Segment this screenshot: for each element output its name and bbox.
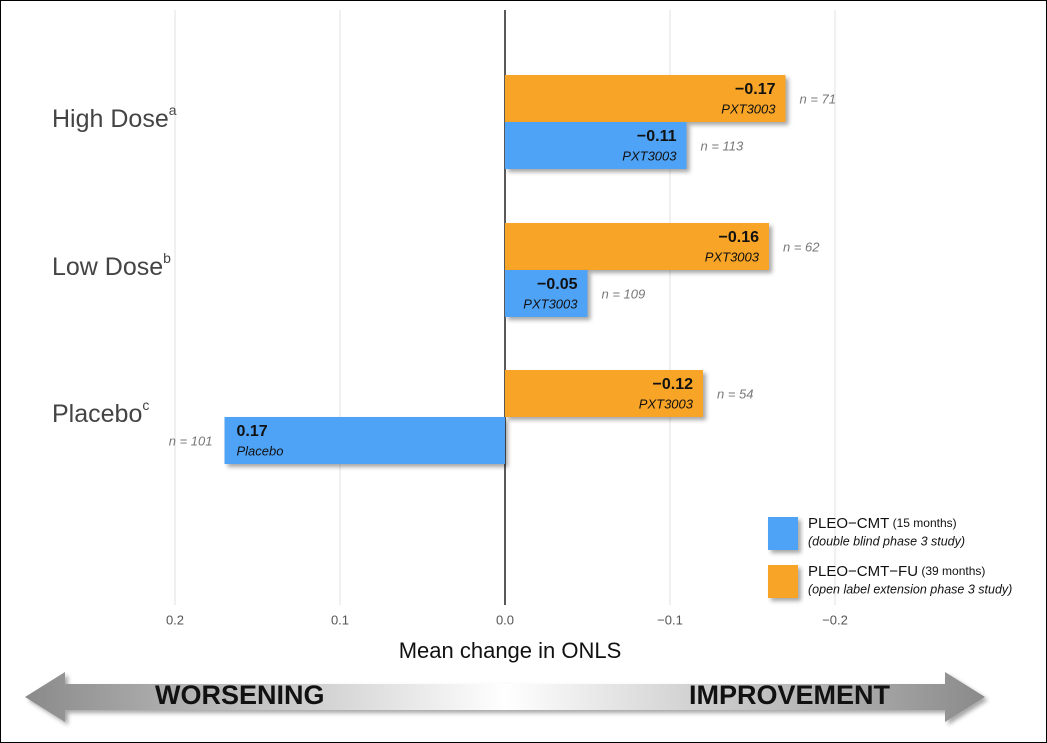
legend-name: PLEO−CMT−FU (808, 563, 918, 580)
bar-label: PXT3003 (639, 396, 694, 411)
n-label: n = 54 (717, 386, 754, 401)
bar-label: PXT3003 (622, 148, 677, 163)
bar (224, 417, 505, 464)
bar (505, 370, 703, 417)
bar-label: PXT3003 (705, 249, 760, 264)
x-tick-label: 0.0 (496, 612, 514, 627)
value-label: −0.12 (653, 376, 694, 393)
n-label: n = 101 (169, 433, 213, 448)
x-tick-label: −0.2 (822, 612, 848, 627)
bar-label: PXT3003 (721, 101, 776, 116)
legend-period: (39 months) (918, 564, 985, 578)
category-superscript: b (163, 250, 171, 266)
bar-label: PXT3003 (523, 296, 578, 311)
direction-label: WORSENING (155, 680, 325, 710)
legend-swatch (768, 517, 798, 550)
legend-name: PLEO−CMT (808, 515, 889, 532)
category-name: Low Dose (52, 253, 163, 281)
value-label: −0.05 (537, 276, 578, 293)
category-label: Low Doseb (52, 250, 171, 281)
category-name: Placebo (52, 400, 142, 428)
category-label: Placeboc (52, 397, 149, 428)
value-label: −0.11 (637, 128, 677, 145)
category-name: High Dose (52, 105, 169, 133)
category-superscript: a (169, 102, 177, 118)
bar (505, 122, 687, 169)
n-label: n = 62 (783, 239, 820, 254)
legend-label: PLEO−CMT−FU (39 months) (808, 563, 985, 580)
n-label: n = 71 (800, 91, 837, 106)
category-superscript: c (142, 397, 149, 413)
legend-description: (double blind phase 3 study) (808, 534, 965, 548)
bar (505, 75, 786, 122)
x-axis-title: Mean change in ONLS (399, 638, 622, 663)
legend-period: (15 months) (889, 516, 956, 530)
legend-label: PLEO−CMT (15 months) (808, 515, 957, 532)
value-label: −0.17 (735, 81, 776, 98)
plot: 0.2 0.1 0.0 −0.1 −0.2 High Dosea −0.17 PXT3003 n… (52, 10, 848, 627)
x-tick-label: −0.1 (657, 612, 683, 627)
legend-description: (open label extension phase 3 study) (808, 582, 1012, 596)
value-label: −0.16 (719, 229, 760, 246)
category-label: High Dosea (52, 102, 177, 133)
n-label: n = 113 (701, 138, 745, 153)
direction-label: IMPROVEMENT (689, 680, 891, 710)
bar-label: Placebo (237, 443, 284, 458)
x-tick-label: 0.2 (166, 612, 184, 627)
bar (505, 223, 769, 270)
legend-swatch (768, 565, 798, 598)
direction-arrow (25, 672, 985, 722)
x-tick-label: 0.1 (331, 612, 349, 627)
value-label: 0.17 (237, 423, 268, 440)
bar (505, 270, 588, 317)
n-label: n = 109 (602, 286, 646, 301)
